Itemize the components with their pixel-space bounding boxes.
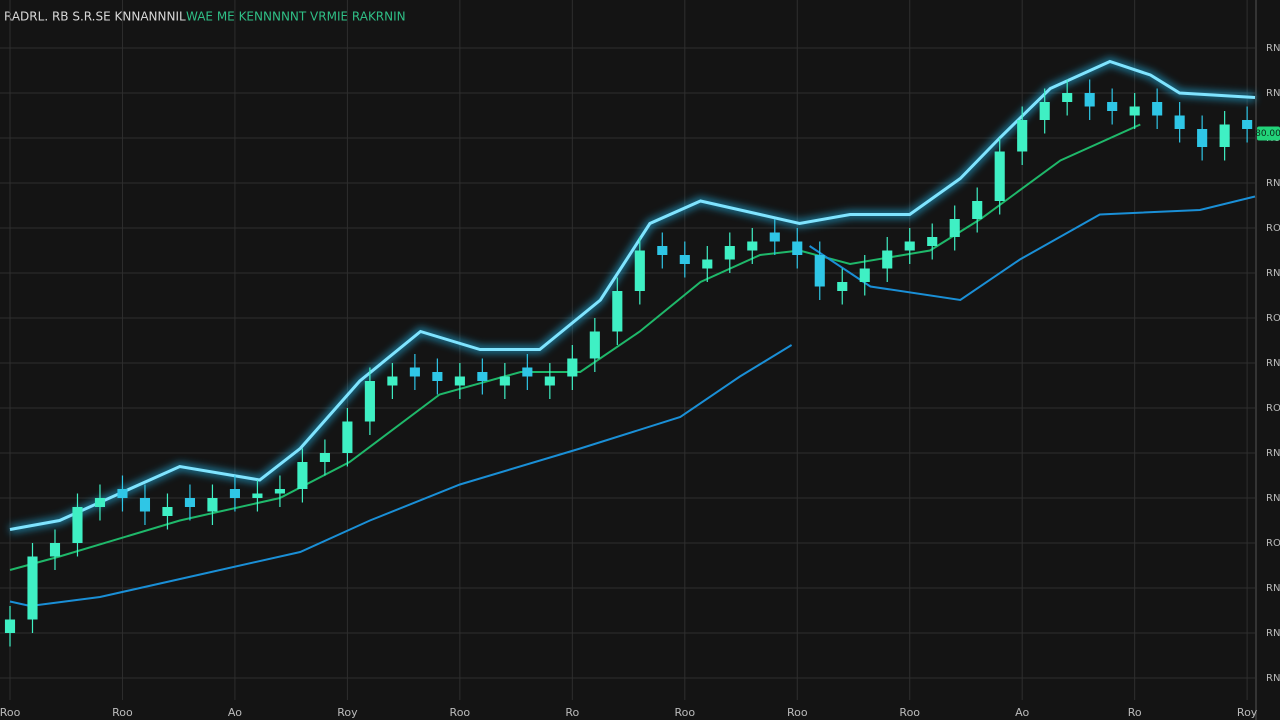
candle-body [27,556,38,620]
line [9,344,793,608]
line [9,59,1256,531]
x-tick-label: Ro [565,706,579,719]
candle-body [589,331,600,359]
candle-body [342,421,353,453]
candle-body [409,367,420,377]
candle-body [274,489,285,494]
y-tick-label: RN [1266,673,1280,684]
y-tick-label: RN [1266,628,1280,639]
y-tick-label: RN [1266,358,1280,369]
x-tick-label: Roo [112,706,133,719]
candle-body [454,376,465,386]
y-tick-label: RN [1266,493,1280,504]
y-tick-label: RO [1266,223,1280,234]
x-tick-label: Ao [1015,706,1029,719]
candle-body [522,367,533,377]
candle-body [927,237,938,246]
y-tick-label: RN [1266,178,1280,189]
line [809,195,1256,302]
y-tick-label: RN [1266,88,1280,99]
candle-body [1062,93,1073,102]
candle-body [972,201,983,219]
x-tick-label: Roo [787,706,808,719]
x-tick-label: Roo [674,706,695,719]
candle-body [1197,129,1208,147]
candle-body [364,381,375,422]
candle-body [724,246,735,260]
candle-body [432,372,443,381]
lines [9,57,1256,608]
y-tick-label: RN [1266,583,1280,594]
candle-body [207,498,218,512]
candle-body [769,232,780,242]
candle-body [387,376,398,386]
candle-body [994,151,1005,201]
candle-body [702,259,713,269]
candle-body [139,498,151,512]
candle-body [634,250,645,291]
candle-body [747,241,758,251]
x-tick-label: Roo [0,706,21,719]
candle-body [49,543,61,557]
y-tick-label: RO [1266,538,1280,549]
candle-body [72,507,83,543]
candle-body [657,246,668,255]
price-tag-label: 80.00 [1255,129,1280,139]
candle-body [949,219,960,237]
candle-body [792,241,803,255]
candle-body [544,376,555,386]
candle-body [567,358,578,377]
candle-body [1107,102,1118,111]
candle-body [4,619,16,633]
y-tick-label: RO [1266,403,1280,414]
price-tag [1257,126,1280,141]
candle-body [814,255,825,287]
candle-body [162,507,173,516]
y-tick-label: RN [1266,43,1280,54]
candle-body [1242,120,1253,129]
line [9,123,1141,571]
y-tick-label: RN [1266,448,1280,459]
candle-body [94,498,106,507]
candle-body [1174,115,1185,129]
x-tick-label: Roy [337,706,358,719]
candle-body [882,250,893,269]
candles [4,79,1253,647]
y-tick-label: RN [1266,268,1280,279]
x-tick-label: Ao [228,706,242,719]
candle-body [679,255,690,264]
candle-body [859,268,870,282]
candle-body [252,493,263,498]
candle-body [1084,93,1095,107]
candle-body [117,489,128,498]
y-tick-label: RO [1266,313,1280,324]
candle-body [1017,120,1028,152]
x-tick-label: Roo [899,706,920,719]
candle-body [184,498,196,507]
candle-body [904,241,915,251]
candle-body [1129,106,1140,116]
chart-subtitle: WAE ME KENNNNNT VRMIE RAKRNIN [186,10,406,24]
candle-body [477,372,488,381]
candle-body [1219,124,1230,147]
candle-body [837,282,848,291]
candle-body [229,489,240,498]
candle-body [1039,102,1050,120]
x-tick-label: Roo [450,706,471,719]
x-tick-label: Roy [1237,706,1258,719]
x-tick-label: Ro [1128,706,1142,719]
candle-body [612,291,623,332]
candle-body [1152,102,1163,116]
candle-body [319,453,330,462]
chart-title: RADRL. RB S.R.SE KNNANNNIL [4,10,186,24]
candle-body [297,462,308,489]
candle-body [499,376,510,386]
